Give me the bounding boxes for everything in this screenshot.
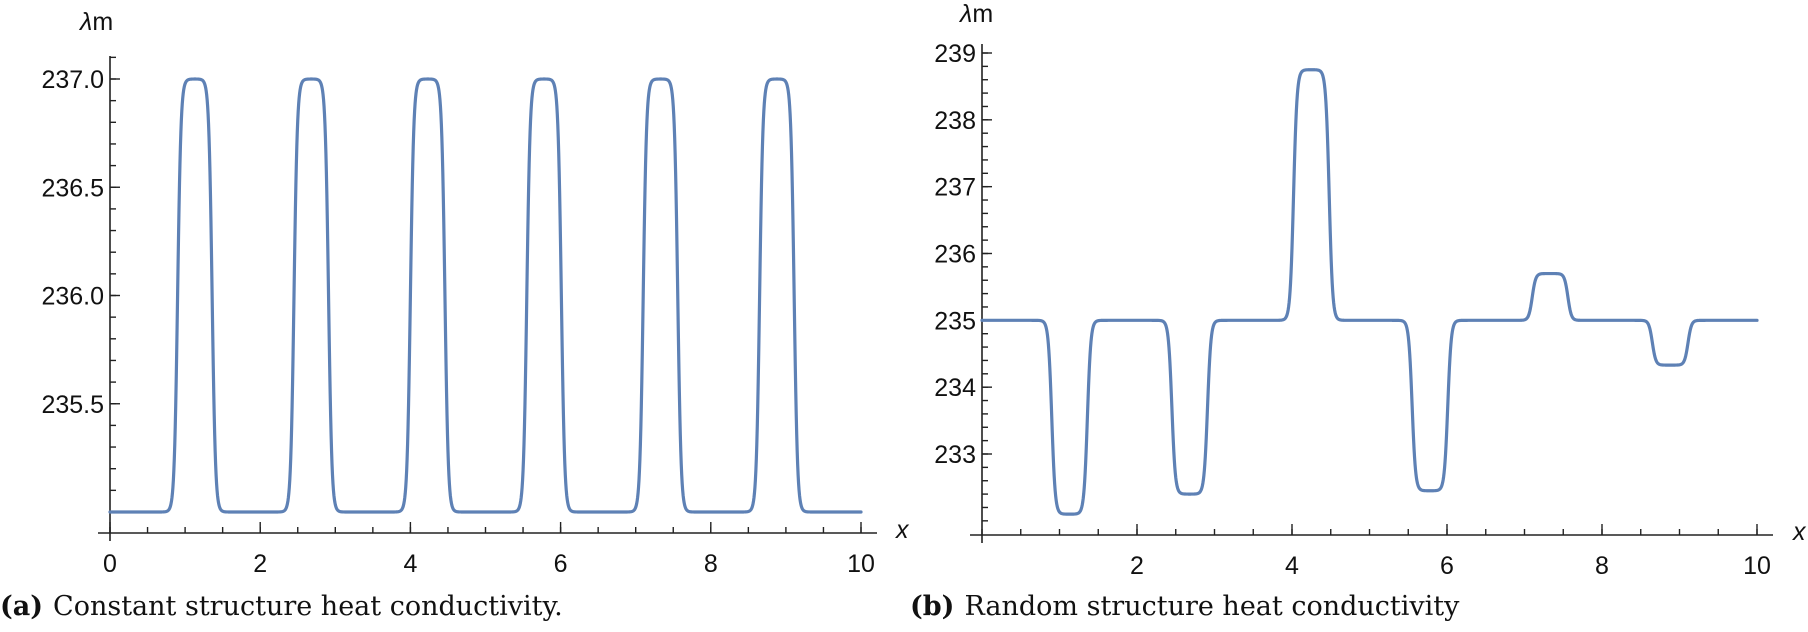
caption-b: (b) Random structure heat conductivity [910, 591, 1459, 622]
x-tick-label: 10 [847, 550, 875, 578]
y-tick-label: 233 [934, 441, 976, 469]
x-tick-label: 6 [1440, 552, 1454, 580]
y-tick-label: 235.5 [41, 391, 104, 419]
y-axis-label: λm [958, 0, 993, 28]
caption-a-tag: (a) [0, 591, 44, 622]
y-tick-label: 234 [934, 374, 976, 402]
x-axis-label: x [1792, 518, 1807, 546]
x-tick-label: 8 [1595, 552, 1609, 580]
x-tick-label: 6 [554, 550, 568, 578]
x-tick-label: 2 [1130, 552, 1144, 580]
x-axis-label: x [895, 516, 910, 544]
x-tick-label: 8 [704, 550, 718, 578]
x-tick-label: 10 [1743, 552, 1771, 580]
x-tick-label: 2 [253, 550, 267, 578]
y-tick-label: 236.5 [41, 174, 104, 202]
y-tick-label: 236.0 [41, 283, 104, 311]
x-tick-label: 0 [103, 550, 117, 578]
caption-a-text: Constant structure heat conductivity. [53, 591, 563, 622]
data-curve [980, 68, 1759, 516]
y-tick-label: 239 [934, 40, 976, 68]
y-tick-label: 235 [934, 307, 976, 335]
y-axis-label: λm [78, 8, 113, 36]
caption-b-tag: (b) [910, 591, 955, 622]
plot-constant-structure: 235.5 236.0 236.5 237.0 0 2 4 6 8 10 λm x [41, 8, 910, 578]
data-curve [108, 77, 863, 514]
x-tick-label: 4 [1285, 552, 1299, 580]
caption-b-text: Random structure heat conductivity [964, 591, 1460, 622]
y-tick-label: 237 [934, 174, 976, 202]
caption-a: (a) Constant structure heat conductivity. [0, 591, 563, 622]
y-tick-label: 236 [934, 241, 976, 269]
y-tick-label: 237.0 [41, 66, 104, 94]
plot-random-structure: 233 234 235 236 237 238 239 2 4 6 8 10 λm x [934, 0, 1807, 580]
x-tick-label: 4 [403, 550, 417, 578]
y-tick-label: 238 [934, 107, 976, 135]
